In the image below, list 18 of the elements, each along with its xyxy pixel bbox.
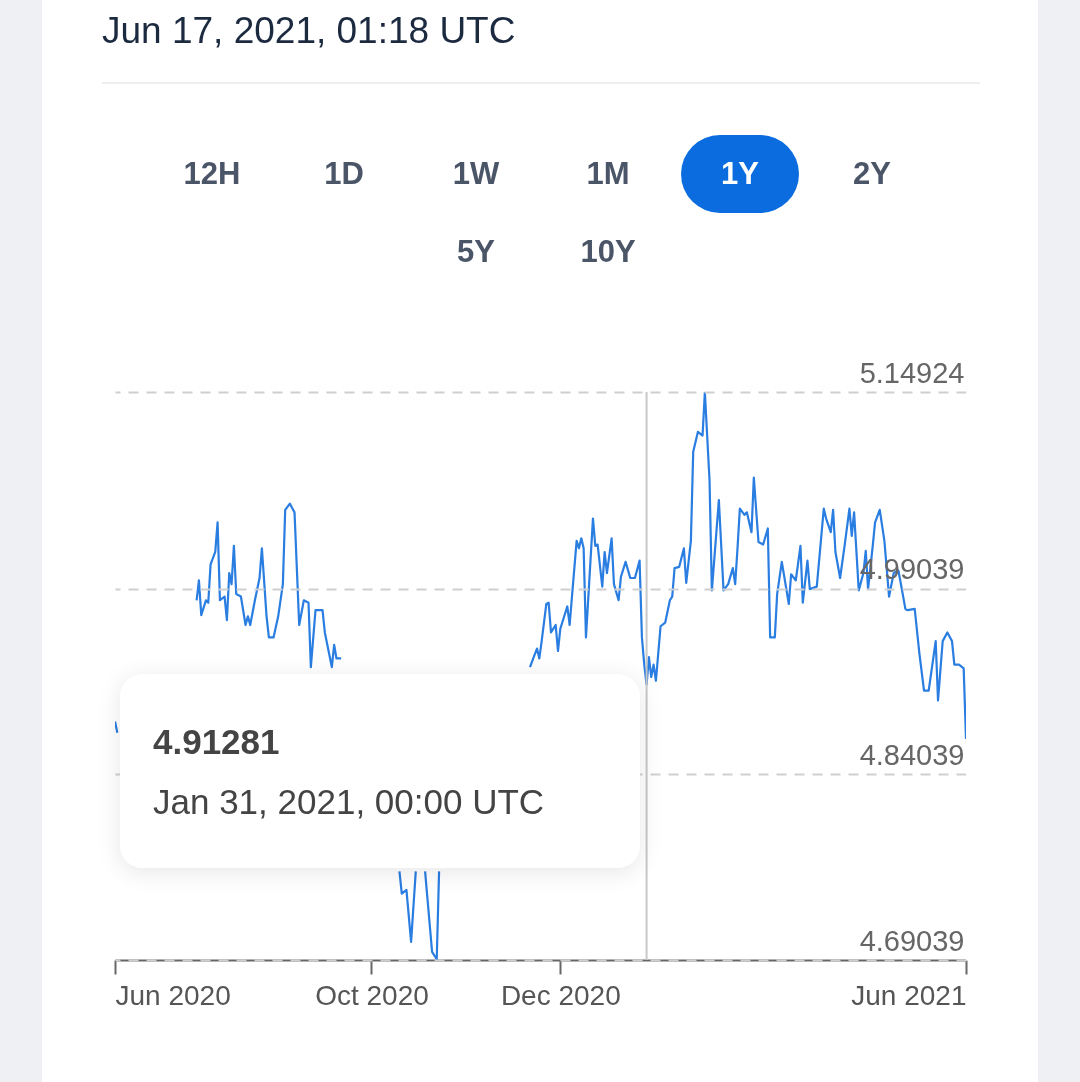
text: 12H — [182, 155, 242, 193]
text: 5Y — [456, 233, 496, 271]
y-tick-label: 4.69039 — [859, 924, 965, 957]
chart-title: Jun 17, 2021, 01:18 UTC — [102, 10, 516, 52]
text: 1M — [585, 155, 631, 193]
text: 10Y — [579, 233, 637, 271]
text: 1W — [451, 155, 501, 193]
annotation: 4.91281 — [153, 722, 280, 762]
x-tick-label: Oct 2020 — [315, 979, 429, 1011]
x-tick-label: Jun 2020 — [115, 979, 231, 1011]
annotation: Jan 31, 2021, 00:00 UTC — [153, 782, 545, 822]
x-tick-label: Jun 2021 — [851, 979, 967, 1011]
text: 2Y — [852, 155, 892, 193]
x-tick-label: Dec 2020 — [500, 979, 621, 1011]
text: 1D — [323, 155, 365, 193]
y-tick-label: 4.84039 — [859, 738, 965, 771]
y-tick-label: 5.14924 — [859, 356, 965, 389]
text: 1Y — [681, 135, 799, 213]
